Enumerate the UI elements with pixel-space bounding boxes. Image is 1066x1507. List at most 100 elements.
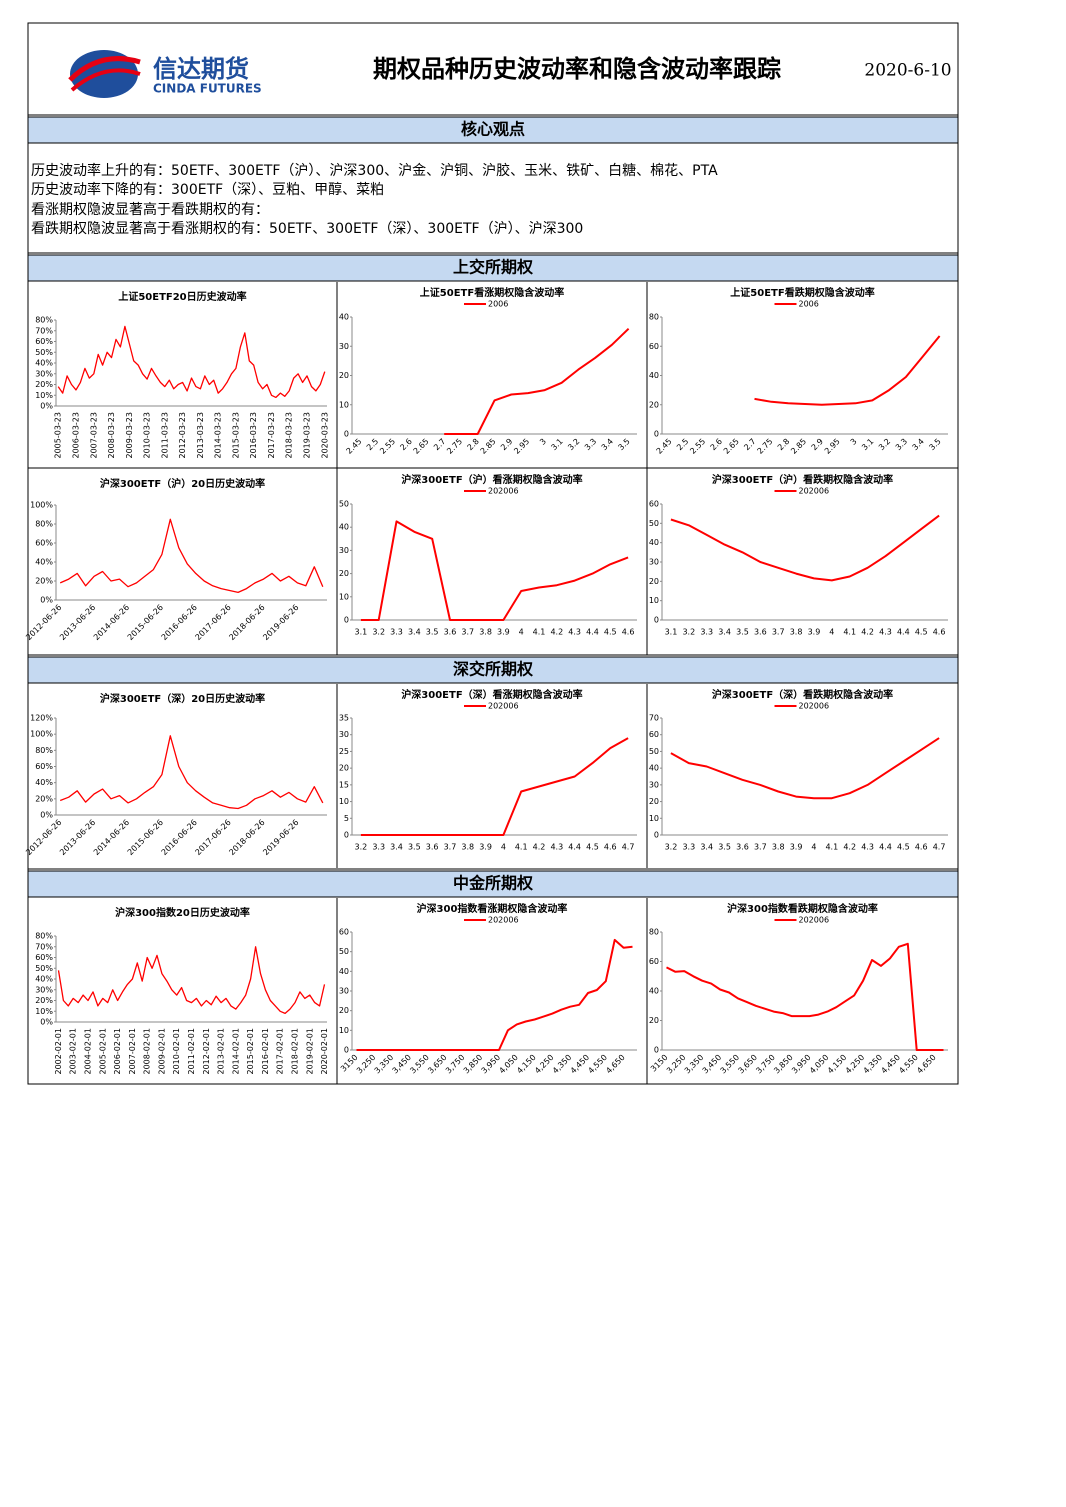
y-tick-label: 100% xyxy=(30,501,53,510)
data-line xyxy=(444,327,630,435)
x-tick-label: 4.6 xyxy=(933,628,946,637)
x-tick-label: 3.1 xyxy=(549,437,564,452)
x-tick-label: 3.6 xyxy=(736,843,749,852)
y-tick-label: 120% xyxy=(30,714,53,723)
y-tick-label: 0 xyxy=(344,831,349,840)
text-line: 历史波动率下降的有：300ETF（深）、豆粕、甲醇、菜粕 xyxy=(31,181,384,198)
y-tick-label: 40 xyxy=(649,764,659,773)
y-tick-label: 50 xyxy=(649,519,659,528)
x-tick-label: 4.5 xyxy=(604,628,617,637)
y-tick-label: 60 xyxy=(649,730,659,739)
legend-label: 202006 xyxy=(799,702,830,711)
y-tick-label: 20% xyxy=(35,380,53,389)
y-tick-label: 40% xyxy=(35,558,53,567)
x-tick-label: 4,250 xyxy=(844,1053,867,1076)
data-line xyxy=(59,518,324,594)
x-tick-label: 2019-06-26 xyxy=(261,603,300,642)
x-tick-label: 2.85 xyxy=(789,437,808,456)
frame xyxy=(27,22,959,1085)
x-tick-label: 2007-02-01 xyxy=(128,1028,137,1075)
x-tick-label: 2003-02-01 xyxy=(69,1028,78,1075)
x-tick-label: 4.4 xyxy=(586,628,599,637)
x-tick-label: 2019-06-26 xyxy=(261,818,300,857)
x-tick-label: 3.3 xyxy=(682,843,695,852)
y-tick-label: 80% xyxy=(35,316,53,325)
legend-label: 2006 xyxy=(488,300,508,309)
data-line xyxy=(670,737,940,800)
x-tick-label: 3.2 xyxy=(372,628,385,637)
x-tick-label: 3 xyxy=(849,437,859,447)
y-tick-label: 50 xyxy=(339,947,349,956)
x-tick-label: 2019-03-23 xyxy=(303,412,312,459)
x-tick-label: 2012-02-01 xyxy=(202,1028,211,1075)
data-line xyxy=(754,335,941,406)
x-tick-label: 2018-02-01 xyxy=(290,1028,299,1075)
y-tick-label: 40% xyxy=(35,778,53,787)
y-tick-label: 20 xyxy=(649,1016,659,1025)
x-tick-label: 3.1 xyxy=(665,628,678,637)
x-tick-label: 3.1 xyxy=(860,437,875,452)
x-tick-label: 4,650 xyxy=(604,1053,627,1076)
chart: 上证50ETF20日历史波动率 0% 10% 20% 30%40% 50% 60% 70%80… xyxy=(35,290,329,459)
y-tick-label: 60 xyxy=(649,957,659,966)
y-tick-label: 50 xyxy=(649,747,659,756)
x-tick-label: 2016-02-01 xyxy=(261,1028,270,1075)
chart: 沪深300指数20日历史波动率 0% 10% 20% 30%40% 50% 60% 70%80… xyxy=(35,906,329,1075)
x-tick-label: 2010-03-23 xyxy=(143,412,152,459)
x-tick-label: 4 xyxy=(501,843,506,852)
x-tick-label: 3.4 xyxy=(600,437,615,452)
y-tick-label: 80% xyxy=(35,520,53,529)
chart-title: 沪深300ETF（深）20日历史波动率 xyxy=(100,692,265,705)
x-tick-label: 4.2 xyxy=(843,843,856,852)
x-tick-label: 4.3 xyxy=(568,628,581,637)
chart: 沪深300指数看跌期权隐含波动率02040608031503,2503,3503… xyxy=(649,902,948,1075)
chart: 沪深300ETF（沪）20日历史波动率 0% 20% 40% 60% 80% 100% 201… xyxy=(24,477,327,642)
x-tick-label: 2.75 xyxy=(756,437,775,456)
x-tick-label: 4.5 xyxy=(897,843,910,852)
x-tick-label: 4,050 xyxy=(497,1053,520,1076)
y-tick-label: 60 xyxy=(649,500,659,509)
x-tick-label: 2002-02-01 xyxy=(54,1028,63,1075)
y-tick-label: 20 xyxy=(339,764,349,773)
x-tick-label: 3.8 xyxy=(790,628,803,637)
x-tick-label: 2.75 xyxy=(445,437,464,456)
chart-title: 沪深300指数20日历史波动率 xyxy=(115,906,250,919)
x-tick-label: 3.9 xyxy=(497,628,510,637)
x-tick-label: 3,450 xyxy=(391,1053,414,1076)
x-tick-label: 3,750 xyxy=(754,1053,777,1076)
data-line xyxy=(356,938,633,1051)
x-tick-label: 3.5 xyxy=(426,628,439,637)
x-tick-label: 4,150 xyxy=(515,1053,538,1076)
y-tick-label: 30 xyxy=(339,987,349,996)
y-tick-label: 80 xyxy=(649,313,659,322)
y-tick-label: 60% xyxy=(35,539,53,548)
chart-title: 沪深300ETF（深）看跌期权隐含波动率 xyxy=(712,688,893,701)
x-tick-label: 2015-02-01 xyxy=(246,1028,255,1075)
band xyxy=(27,656,959,684)
x-tick-label: 3.4 xyxy=(408,628,421,637)
legend-label: 202006 xyxy=(799,487,830,496)
y-tick-label: 20% xyxy=(35,577,53,586)
y-tick-label: 10 xyxy=(339,1026,349,1035)
x-tick-label: 3.4 xyxy=(911,437,926,452)
y-tick-label: 80 xyxy=(649,928,659,937)
y-tick-label: 20 xyxy=(339,569,349,578)
x-tick-label: 4.3 xyxy=(861,843,874,852)
x-tick-label: 2010-02-01 xyxy=(172,1028,181,1075)
data-line xyxy=(57,325,326,399)
x-tick-label: 2.55 xyxy=(688,437,707,456)
section-title: 上交所期权 xyxy=(453,258,534,277)
x-tick-label: 2005-03-23 xyxy=(54,412,63,459)
x-tick-label: 2013-02-01 xyxy=(217,1028,226,1075)
y-tick-label: 60% xyxy=(35,762,53,771)
y-tick-label: 70 xyxy=(649,714,659,723)
y-tick-label: 40 xyxy=(339,313,349,322)
x-tick-label: 4.7 xyxy=(622,843,635,852)
x-tick-label: 3,450 xyxy=(701,1053,724,1076)
x-tick-label: 2008-03-23 xyxy=(107,412,116,459)
chart: 沪深300ETF（深）20日历史波动率 0% 20% 40% 60% 80% 100% 120… xyxy=(24,692,327,857)
band xyxy=(27,254,959,282)
y-tick-label: 20 xyxy=(649,797,659,806)
x-tick-label: 3.9 xyxy=(808,628,821,637)
